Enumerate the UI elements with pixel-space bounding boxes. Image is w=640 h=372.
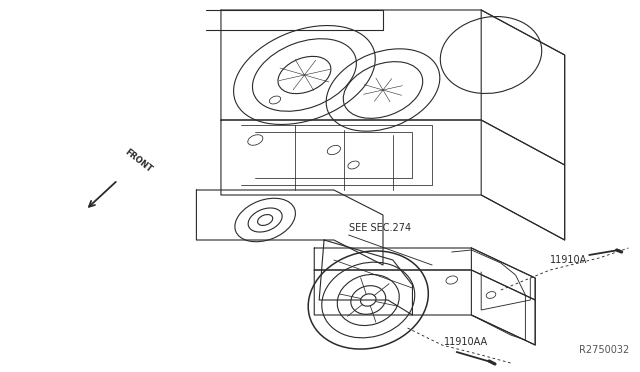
Text: 11910AA: 11910AA	[444, 337, 488, 347]
Text: SEE SEC.274: SEE SEC.274	[349, 223, 411, 233]
Text: R2750032: R2750032	[579, 345, 630, 355]
Text: 11910A: 11910A	[550, 255, 587, 265]
Text: FRONT: FRONT	[123, 147, 154, 174]
